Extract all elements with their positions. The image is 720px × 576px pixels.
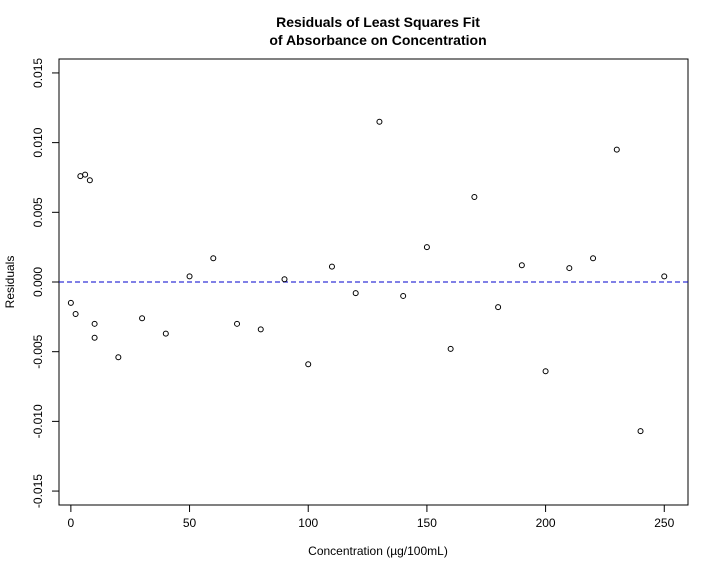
data-point: [423, 244, 430, 251]
data-point: [281, 276, 288, 283]
data-point: [162, 330, 169, 337]
data-point: [637, 428, 644, 435]
x-tick-label: 250: [654, 516, 674, 530]
x-tick-label: 150: [417, 516, 437, 530]
data-point: [495, 304, 502, 311]
data-point: [518, 262, 525, 269]
data-point: [77, 173, 84, 180]
data-point: [234, 320, 241, 327]
data-point: [91, 334, 98, 341]
y-tick-label: 0.015: [31, 58, 45, 88]
data-point: [82, 171, 89, 178]
chart-subtitle: of Absorbance on Concentration: [269, 32, 486, 48]
x-tick-label: 50: [183, 516, 197, 530]
data-point: [328, 263, 335, 270]
data-point: [305, 361, 312, 368]
data-point: [542, 368, 549, 375]
x-axis-label: Concentration (µg/100mL): [308, 544, 448, 558]
y-axis: -0.015 -0.010 -0.005 0.000 0.005 0.010 0.015: [31, 58, 60, 508]
data-point: [661, 273, 668, 280]
data-point: [67, 299, 74, 306]
x-tick-label: 200: [536, 516, 556, 530]
y-tick-label: -0.010: [31, 404, 45, 438]
data-point: [72, 311, 79, 318]
data-points: [67, 118, 668, 435]
data-point: [376, 118, 383, 125]
data-point: [471, 193, 478, 200]
data-point: [590, 255, 597, 262]
y-tick-label: -0.005: [31, 334, 45, 368]
y-tick-label: 0.010: [31, 127, 45, 157]
y-tick-label: 0.005: [31, 197, 45, 227]
data-point: [566, 265, 573, 272]
data-point: [613, 146, 620, 153]
data-point: [139, 315, 146, 322]
y-tick-label: -0.015: [31, 474, 45, 508]
data-point: [400, 292, 407, 299]
data-point: [352, 290, 359, 297]
data-point: [447, 345, 454, 352]
y-tick-label: 0.000: [31, 267, 45, 297]
x-tick-label: 100: [298, 516, 318, 530]
data-point: [210, 255, 217, 262]
chart-title: Residuals of Least Squares Fit: [276, 14, 480, 30]
data-point: [115, 354, 122, 361]
data-point: [86, 177, 93, 184]
data-point: [91, 320, 98, 327]
data-point: [257, 326, 264, 333]
y-axis-label: Residuals: [3, 256, 17, 309]
data-point: [186, 273, 193, 280]
x-axis: 0 50 100 150 200 250: [68, 504, 675, 530]
x-tick-label: 0: [68, 516, 75, 530]
